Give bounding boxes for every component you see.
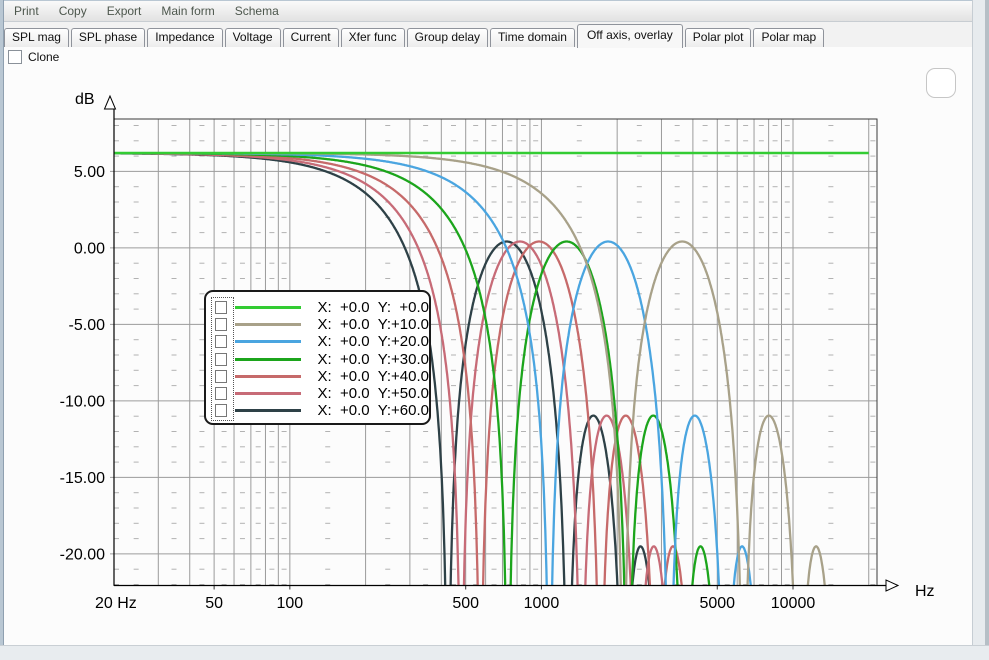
window-frame-top [0,0,989,1]
y-axis-arrow-icon [105,96,116,109]
legend-row-y50: X: +0.0 Y:+50.0 [206,385,429,402]
legend-row-y20: X: +0.0 Y:+20.0 [206,333,429,350]
x-axis-title: Hz [915,583,935,600]
tab-current[interactable]: Current [283,28,339,47]
legend-checkbox-y10[interactable] [215,318,227,331]
legend-line-swatch-y0 [235,306,301,309]
legend-label-y10: X: +0.0 Y:+10.0 [318,316,429,333]
legend-line-swatch-y10 [235,323,301,326]
x-tick-label: 20 Hz [95,595,137,612]
legend-row-y30: X: +0.0 Y:+30.0 [206,351,429,368]
app-window: PrintCopyExportMain formSchema SPL magSP… [0,0,989,660]
tab-spl-phase[interactable]: SPL phase [71,28,145,47]
corner-button[interactable] [926,68,956,98]
legend-line-swatch-y50 [235,392,301,395]
window-frame-right [972,0,989,660]
tab-xfer-func[interactable]: Xfer func [341,28,405,47]
tab-off-axis-overlay[interactable]: Off axis, overlay [577,24,683,48]
legend-row-y10: X: +0.0 Y:+10.0 [206,316,429,333]
clone-checkbox-label: Clone [28,50,59,64]
tab-spl-mag[interactable]: SPL mag [4,28,69,47]
legend-checkbox-y40[interactable] [215,370,227,383]
legend-line-swatch-y40 [235,375,301,378]
legend-checkbox-y50[interactable] [215,387,227,400]
legend-label-y60: X: +0.0 Y:+60.0 [318,402,429,419]
legend-label-y0: X: +0.0 Y: +0.0 [318,299,429,316]
menu-item-main-form[interactable]: Main form [151,2,224,20]
x-tick-label: 5000 [699,595,735,612]
chart-legend: X: +0.0 Y: +0.0X: +0.0 Y:+10.0X: +0.0 Y:… [204,290,431,425]
menu-item-print[interactable]: Print [4,2,49,20]
y-tick-label: 5.00 [74,164,105,181]
tab-strip: SPL magSPL phaseImpedanceVoltageCurrentX… [4,22,973,47]
legend-label-y30: X: +0.0 Y:+30.0 [318,351,429,368]
legend-row-y0: X: +0.0 Y: +0.0 [206,299,429,316]
x-tick-label: 500 [452,595,479,612]
clone-checkbox[interactable] [8,50,22,64]
x-tick-label: 1000 [524,595,560,612]
y-tick-label: -10.00 [60,393,105,410]
legend-row-y40: X: +0.0 Y:+40.0 [206,368,429,385]
y-tick-label: -20.00 [60,546,105,563]
legend-label-y20: X: +0.0 Y:+20.0 [318,333,429,350]
legend-line-swatch-y60 [235,409,301,412]
legend-checkbox-y20[interactable] [215,335,227,348]
x-axis-arrow-icon [886,580,898,591]
legend-row-y60: X: +0.0 Y:+60.0 [206,402,429,419]
menu-item-schema[interactable]: Schema [225,2,289,20]
off-axis-overlay-chart: 5.00 0.00 -5.00 -10.00 -15.00 -20.00 20 Hz 50 10… [0,0,989,660]
menu-bar: PrintCopyExportMain formSchema [4,1,973,22]
tab-group-delay[interactable]: Group delay [407,28,488,47]
y-tick-label: 0.00 [74,240,105,257]
tab-voltage[interactable]: Voltage [225,28,281,47]
tab-impedance[interactable]: Impedance [147,28,222,47]
legend-checkbox-y30[interactable] [215,353,227,366]
y-axis-title: dB [75,91,95,108]
legend-line-swatch-y20 [235,340,301,343]
legend-label-y50: X: +0.0 Y:+50.0 [318,385,429,402]
legend-line-swatch-y30 [235,358,301,361]
tab-polar-map[interactable]: Polar map [753,28,824,47]
clone-row: Clone [8,50,59,64]
tab-time-domain[interactable]: Time domain [490,28,575,47]
window-frame-bottom [0,645,989,660]
x-tick-label: 10000 [771,595,816,612]
tab-polar-plot[interactable]: Polar plot [685,28,752,47]
legend-label-y40: X: +0.0 Y:+40.0 [318,368,429,385]
x-tick-label: 100 [276,595,303,612]
window-frame-left [0,0,4,660]
menu-item-export[interactable]: Export [97,2,152,20]
legend-checkbox-y60[interactable] [215,404,227,417]
y-tick-label: -5.00 [69,317,106,334]
menu-item-copy[interactable]: Copy [49,2,97,20]
x-tick-label: 50 [205,595,223,612]
legend-checkbox-y0[interactable] [215,301,227,314]
y-tick-label: -15.00 [60,470,105,487]
